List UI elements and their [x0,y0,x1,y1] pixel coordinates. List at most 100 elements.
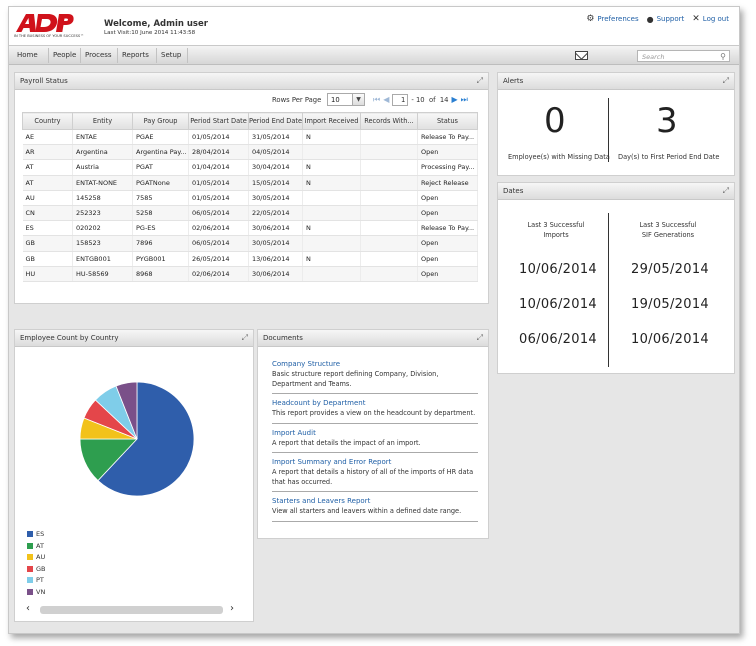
legend-label: AT [36,541,44,550]
legend-item[interactable]: ES [27,530,44,538]
nav-home[interactable]: Home [17,51,38,59]
pie-slice-es[interactable] [97,381,195,497]
support-link[interactable]: ● Support [647,14,685,24]
scroll-right-icon[interactable]: › [230,603,234,614]
imports-header: Last 3 Successful Imports [520,220,592,240]
column-header[interactable]: Entity [72,112,133,130]
legend-item[interactable]: VN [27,588,45,596]
nav-divider [117,48,118,63]
scroll-left-icon[interactable]: ‹ [26,603,30,614]
payroll-table: Country Entity Pay Group Period Start Date P… [22,112,478,282]
search-placeholder: Search [642,53,665,61]
first-page-icon[interactable]: ⏮ [373,94,381,104]
top-links: ⚙ Preferences ● Support ✕ Log out [586,14,729,24]
document-link[interactable]: Import Audit [272,428,316,437]
table-row[interactable]: GB 158523 7896 06/05/2014 30/05/2014 Open [22,235,478,252]
column-header[interactable]: Period End Date [248,112,303,130]
employee-pie-chart[interactable] [15,365,255,515]
document-link[interactable]: Headcount by Department [272,399,366,407]
table-cell: AT [22,175,73,191]
table-cell: AR [22,144,73,161]
column-header[interactable]: Import Received [302,112,361,130]
logo-tagline: IN THE BUSINESS OF YOUR SUCCESS™ [14,34,84,38]
document-description: This report provides a view on the headc… [272,409,476,417]
sif-header: Last 3 Successful SIF Generations [628,220,708,240]
table-row[interactable]: ES 020202 PG-ES 02/06/2014 30/06/2014 N Releas… [22,220,478,237]
table-cell: N [302,175,361,191]
table-cell: HU [22,266,73,282]
employee-count-panel: Employee Count by Country ⤢ ES AT AU GB PT VN… [14,329,254,622]
table-cell [360,129,418,146]
document-link[interactable]: Starters and Leavers Report [272,497,371,505]
column-header[interactable]: Period Start Date [188,112,249,130]
table-cell: Open [417,251,478,267]
scrollbar-thumb[interactable] [40,606,223,614]
nav-people[interactable]: People [53,51,77,59]
expand-icon[interactable]: ⤢ [241,333,248,342]
table-cell [360,266,418,282]
horizontal-scrollbar[interactable]: ‹ › [24,603,241,616]
expand-icon[interactable]: ⤢ [722,186,729,195]
missing-data-count[interactable]: 0 [544,101,566,141]
legend-item[interactable]: AU [27,553,45,561]
table-cell: 01/05/2014 [188,190,249,206]
table-row[interactable]: AT ENTAT-NONE PGATNone 01/05/2014 15/05/2014… [22,175,478,191]
document-link[interactable]: Company Structure [272,360,341,368]
search-input[interactable]: Search ⚲ [637,50,730,62]
payroll-status-title: Payroll Status [20,77,68,85]
gear-icon: ⚙ [586,14,595,24]
alerts-title: Alerts [503,77,524,85]
table-row[interactable]: AE ENTAE PGAE 01/05/2014 31/05/2014 N Release … [22,129,478,146]
search-icon[interactable]: ⚲ [720,52,726,61]
table-cell: 26/05/2014 [188,251,249,267]
import-date: 06/06/2014 [519,332,597,347]
sif-date: 29/05/2014 [631,262,709,277]
table-row[interactable]: AT Austria PGAT 01/04/2014 30/04/2014 N Proces… [22,159,478,176]
prev-page-icon[interactable]: ◀ [383,95,390,104]
legend-item[interactable]: PT [27,576,44,584]
expand-icon[interactable]: ⤢ [476,76,483,85]
rows-per-page-select[interactable]: 10 ▼ [327,93,365,106]
pie-slice-vn[interactable] [115,381,138,440]
table-cell: 01/04/2014 [188,159,249,176]
column-header[interactable]: Pay Group [132,112,189,130]
table-row[interactable]: AR Argentina Argentina Pay... 28/04/2014 04/… [22,144,478,161]
last-page-icon[interactable]: ⏭ [460,94,468,104]
column-header[interactable]: Country [22,112,73,130]
page-number-input[interactable]: 1 [392,93,409,106]
legend-label: VN [36,587,46,596]
table-row[interactable]: AU 145258 7585 01/05/2014 30/05/2014 Open [22,190,478,206]
legend-item[interactable]: AT [27,542,44,550]
next-page-icon[interactable]: ▶ [451,95,458,104]
dates-header: Dates ⤢ [498,183,734,200]
table-row[interactable]: CN 252323 5258 06/05/2014 22/05/2014 Open [22,205,478,222]
expand-icon[interactable]: ⤢ [722,76,729,85]
mail-icon[interactable] [575,51,588,60]
table-row[interactable]: GB ENTGB001 PYGB001 26/05/2014 13/06/2014 N Op… [22,251,478,267]
document-link[interactable]: Import Summary and Error Report [272,458,392,466]
table-cell: 30/04/2014 [248,159,303,176]
table-cell: 22/05/2014 [248,205,303,222]
table-cell [360,220,418,237]
document-description: A report that details the impact of an i… [272,438,421,447]
nav-process[interactable]: Process [85,51,112,59]
adp-logo[interactable]: IN THE BUSINESS OF YOUR SUCCESS™ [14,13,96,41]
column-header[interactable]: Status [417,112,478,130]
column-header[interactable]: Records With... [360,112,418,130]
expand-icon[interactable]: ⤢ [476,333,483,342]
preferences-link[interactable]: ⚙ Preferences [586,14,638,24]
nav-reports[interactable]: Reports [122,51,149,59]
table-row[interactable]: HU HU-58569 8968 02/06/2014 30/06/2014 Open [22,266,478,282]
documents-list: Company Structure Basic structure report … [272,360,478,527]
table-cell: 8968 [132,266,189,282]
logout-link[interactable]: ✕ Log out [692,14,729,24]
documents-header: Documents ⤢ [258,330,488,347]
nav-setup[interactable]: Setup [161,51,182,59]
days-count[interactable]: 3 [656,101,678,141]
table-cell: 01/05/2014 [188,175,249,191]
legend-item[interactable]: GB [27,565,46,573]
table-cell: 5258 [132,205,189,222]
imports-header-line2: Imports [543,231,569,239]
sif-date: 19/05/2014 [631,297,709,312]
legend-swatch [27,577,33,583]
